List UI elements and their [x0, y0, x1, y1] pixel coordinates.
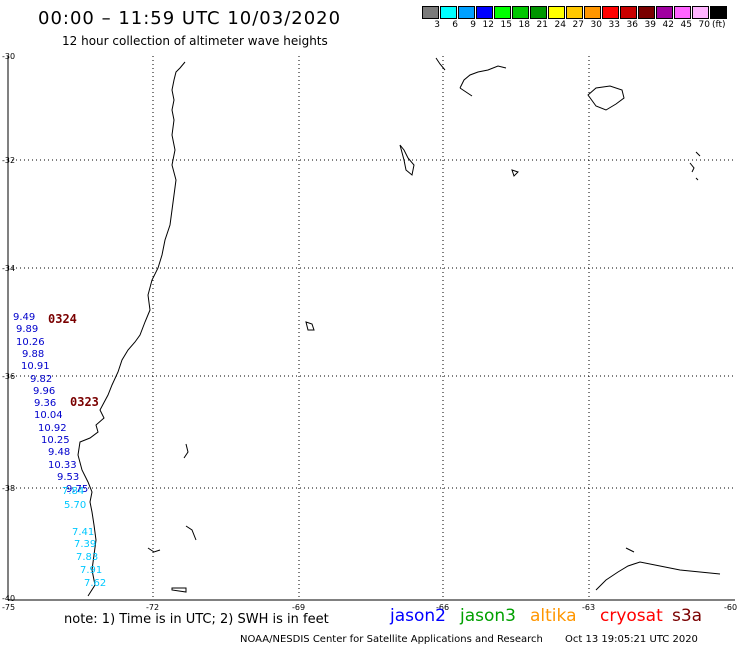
color-swatch: [476, 6, 493, 19]
lon-label: -63: [582, 603, 596, 612]
color-scale-swatches: [422, 6, 728, 19]
island-9: [171, 587, 187, 593]
scale-unit: (ft): [712, 20, 726, 30]
scale-label: 36: [626, 20, 638, 30]
satellite-jason3: jason3: [460, 606, 516, 626]
lon-label: -72: [146, 603, 160, 612]
lon-label: -69: [292, 603, 306, 612]
wave-height-cyan: 7.41: [72, 527, 95, 538]
wave-height-jason2: 10.91: [21, 361, 50, 373]
color-swatch: [620, 6, 637, 19]
color-swatch: [422, 6, 439, 19]
color-swatch: [602, 6, 619, 19]
scale-label: 18: [518, 20, 530, 30]
satellite-altika: altika: [530, 606, 577, 626]
island-4: [689, 151, 701, 181]
lat-label: -40: [2, 594, 16, 603]
color-swatch: [566, 6, 583, 19]
island-6: [183, 443, 189, 459]
island-2: [399, 144, 415, 176]
color-swatch: [638, 6, 655, 19]
color-scale: 3 6 9 12 15 18 21 24 27 30 33 36 39 42 45 70 (ft): [422, 6, 728, 30]
scale-label: 45: [680, 20, 692, 30]
scale-label: 70: [698, 20, 710, 30]
wave-height-jason2: 9.82: [30, 373, 53, 385]
wave-height-cyan: 7.84: [62, 486, 85, 497]
lat-label: -32: [2, 156, 16, 165]
wave-height-jason2: 9.49: [13, 312, 36, 323]
lon-label: -60: [724, 603, 738, 612]
island-5: [305, 321, 315, 331]
scale-label: 42: [662, 20, 674, 30]
satellite-s3a: s3a: [672, 606, 703, 626]
color-swatch: [494, 6, 511, 19]
satellite-jason2: jason2: [390, 606, 446, 626]
lat-label: -34: [2, 264, 16, 273]
color-swatch: [692, 6, 709, 19]
wave-height-jason2: 9.53: [57, 471, 80, 483]
wave-height-jason2: 10.33: [48, 459, 77, 471]
scale-label: 39: [644, 20, 656, 30]
lat-label: -30: [2, 52, 16, 61]
color-swatch: [530, 6, 547, 19]
color-swatch: [458, 6, 475, 19]
orbit-label: 0323: [70, 395, 99, 409]
island-3: [511, 169, 519, 177]
wave-height-cyan: 5.70: [64, 500, 87, 511]
color-swatch: [710, 6, 727, 19]
wave-height-cyan: 7.91: [80, 565, 103, 576]
chile-coastline: [77, 61, 186, 597]
scale-label: 27: [572, 20, 584, 30]
wave-height-jason2: 9.48: [48, 447, 71, 459]
note-text: note: 1) Time is in UTC; 2) SWH is in fe…: [64, 612, 329, 627]
wave-height-jason2: 9.96: [33, 385, 56, 397]
lon-label: -75: [2, 603, 16, 612]
lon-label: -66: [436, 603, 450, 612]
wave-height-jason2: 10.26: [16, 336, 45, 348]
wave-height-jason2: 10.92: [38, 422, 67, 434]
grid-lines: [8, 56, 735, 600]
orbit-label: 0324: [48, 312, 77, 326]
color-swatch: [440, 6, 457, 19]
island-7: [185, 525, 197, 541]
timestamp: Oct 13 19:05:21 UTC 2020: [565, 634, 698, 645]
wave-height-jason2: 9.36: [34, 398, 57, 410]
argentina-coastline: [435, 57, 507, 97]
map-subtitle: 12 hour collection of altimeter wave hei…: [62, 34, 328, 48]
lat-label: -36: [2, 372, 16, 381]
lat-label: -38: [2, 484, 16, 493]
color-swatch: [548, 6, 565, 19]
island-8: [147, 547, 161, 553]
scale-label: 21: [536, 20, 548, 30]
scale-label: 3: [434, 20, 440, 30]
color-scale-labels: 3 6 9 12 15 18 21 24 27 30 33 36 39 42 45 70 (ft): [422, 20, 728, 30]
island-1: [587, 85, 625, 111]
scale-label: 24: [554, 20, 566, 30]
scale-label: 6: [452, 20, 458, 30]
wave-height-jason2: 10.04: [34, 410, 63, 422]
wave-height-cyan: 7.62: [84, 578, 107, 589]
scale-label: 15: [500, 20, 512, 30]
wave-height-cyan: 7.39: [74, 539, 97, 550]
wave-height-cyan: 7.83: [76, 552, 99, 563]
color-swatch: [656, 6, 673, 19]
scale-label: 9: [470, 20, 476, 30]
wave-height-jason2: 10.25: [41, 435, 70, 446]
satellite-cryosat: cryosat: [600, 606, 663, 626]
scale-label: 12: [482, 20, 494, 30]
scale-label: 30: [590, 20, 602, 30]
wave-height-jason2: 9.89: [16, 324, 39, 336]
scale-label: 33: [608, 20, 620, 30]
color-swatch: [584, 6, 601, 19]
argentina-coastline-south: [595, 547, 721, 591]
color-swatch: [512, 6, 529, 19]
wave-height-jason2: 9.88: [22, 348, 45, 360]
map-title: 00:00 – 11:59 UTC 10/03/2020: [38, 8, 342, 29]
wave-height-jason2: 9.75: [66, 484, 89, 496]
color-swatch: [674, 6, 691, 19]
credit-text: NOAA/NESDIS Center for Satellite Applica…: [240, 634, 543, 645]
